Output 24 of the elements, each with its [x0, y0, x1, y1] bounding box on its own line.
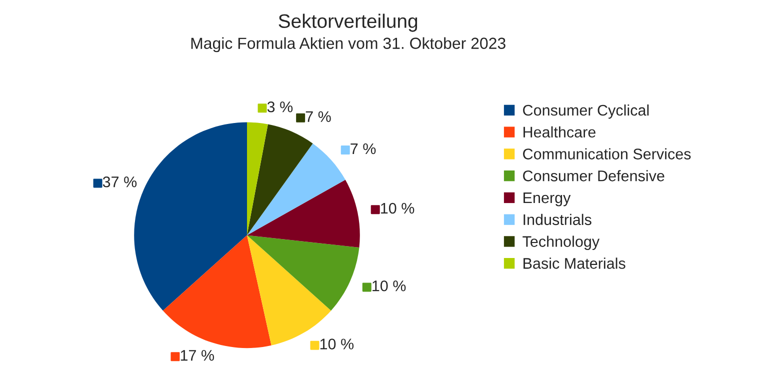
pie-slice [247, 180, 360, 248]
legend-label: Industrials [524, 214, 592, 226]
data-label: 17 % [180, 350, 214, 361]
legend-label: Consumer Cyclical [523, 104, 649, 119]
pie-slice [162, 235, 272, 348]
legend-label: Technology [522, 236, 600, 250]
pie-slice [247, 122, 268, 236]
chart-title: Sektorverteilung [278, 14, 418, 32]
legend-label: Basic Materials [524, 258, 626, 269]
pie-slice [247, 124, 313, 236]
data-label: 10 % [320, 338, 354, 350]
legend-label: Communication Services [523, 148, 691, 160]
data-label: 10 % [372, 280, 406, 292]
legend-label: Energy [524, 192, 571, 206]
data-label: 3 % [267, 101, 293, 112]
pie-slice [247, 235, 360, 311]
pie-slice [247, 143, 346, 236]
chart-subtitle: Magic Formula Aktien vom 31. Oktober 2023 [191, 37, 506, 52]
legend-label: Healthcare [524, 126, 596, 138]
data-label: 7 % [350, 143, 376, 154]
legend-label: Consumer Defensive [523, 170, 664, 182]
data-label: 7 % [306, 111, 331, 122]
data-label: 10 % [381, 202, 414, 214]
data-label: 37 % [102, 176, 137, 188]
